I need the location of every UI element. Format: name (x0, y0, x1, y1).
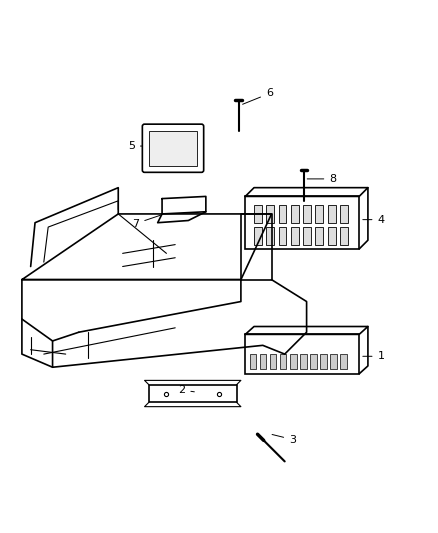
Bar (310, 354, 317, 369)
Bar (279, 227, 286, 245)
Bar (266, 205, 274, 223)
Bar (303, 227, 311, 245)
Bar (245, 334, 359, 374)
Bar (340, 205, 348, 223)
Bar (340, 227, 348, 245)
Bar (291, 227, 299, 245)
Bar (328, 227, 336, 245)
Bar (320, 354, 327, 369)
Bar (254, 227, 262, 245)
Bar (303, 205, 311, 223)
Text: 7: 7 (132, 215, 162, 229)
Text: 2: 2 (178, 385, 194, 395)
Bar (245, 197, 359, 249)
Text: 6: 6 (243, 88, 273, 104)
Text: 5: 5 (128, 141, 142, 151)
Text: 8: 8 (307, 174, 336, 184)
Bar (328, 205, 336, 223)
Bar (266, 227, 274, 245)
Bar (291, 205, 299, 223)
Bar (250, 354, 256, 369)
Bar (315, 205, 323, 223)
Bar (149, 385, 237, 402)
Bar (280, 354, 286, 369)
Bar (149, 131, 197, 166)
Bar (300, 354, 307, 369)
Bar (254, 205, 262, 223)
Bar (260, 354, 266, 369)
Text: 3: 3 (272, 434, 296, 445)
FancyBboxPatch shape (142, 124, 204, 172)
Bar (270, 354, 276, 369)
Bar (279, 205, 286, 223)
Text: 4: 4 (363, 215, 385, 224)
Bar (290, 354, 297, 369)
Text: 1: 1 (363, 351, 385, 361)
Bar (315, 227, 323, 245)
Bar (340, 354, 347, 369)
Bar (330, 354, 337, 369)
